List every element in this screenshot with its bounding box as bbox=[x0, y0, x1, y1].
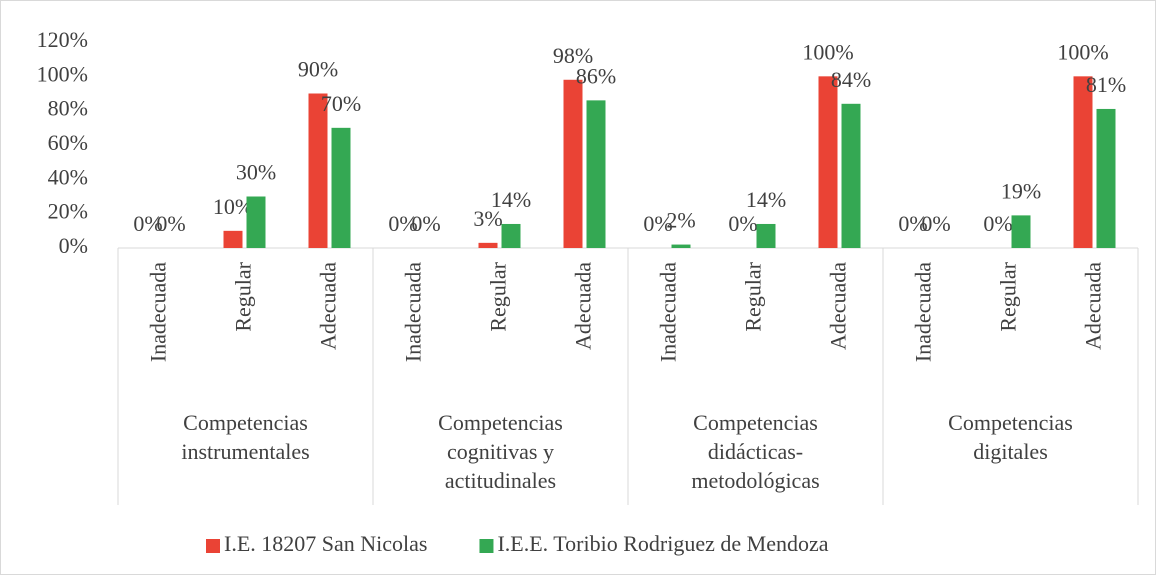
x-tick-label: Adecuada bbox=[826, 262, 851, 350]
bar bbox=[501, 223, 521, 248]
bar bbox=[586, 100, 606, 248]
data-label: 0% bbox=[388, 211, 417, 236]
legend-swatch bbox=[206, 539, 220, 553]
data-label: 98% bbox=[553, 43, 593, 68]
data-label: 0% bbox=[643, 211, 672, 236]
data-label: 0% bbox=[898, 211, 927, 236]
data-label: 14% bbox=[491, 187, 531, 212]
bar bbox=[756, 223, 776, 248]
y-tick-label: 0% bbox=[59, 233, 88, 258]
data-label: 86% bbox=[576, 63, 616, 88]
x-tick-label: Adecuada bbox=[1081, 262, 1106, 350]
data-label: 0% bbox=[921, 211, 950, 236]
bar bbox=[246, 196, 266, 248]
data-label: 14% bbox=[746, 187, 786, 212]
bar bbox=[1073, 76, 1093, 248]
bar bbox=[818, 76, 838, 248]
bar bbox=[478, 242, 498, 248]
group-label: Competencias digitales bbox=[948, 410, 1073, 464]
bar bbox=[841, 103, 861, 248]
group-label: Competencias cognitivas y actitudinales bbox=[438, 410, 563, 493]
legend-swatch bbox=[479, 539, 494, 553]
data-label: 0% bbox=[983, 211, 1012, 236]
data-label: 0% bbox=[728, 211, 757, 236]
x-tick-label: Regular bbox=[231, 261, 256, 331]
x-tick-label: Inadecuada bbox=[911, 262, 936, 362]
bar bbox=[1011, 215, 1031, 248]
bar bbox=[308, 93, 328, 248]
y-tick-label: 120% bbox=[37, 27, 88, 52]
legend-label: I.E.E. Toribio Rodriguez de Mendoza bbox=[497, 531, 828, 556]
y-tick-label: 40% bbox=[48, 164, 88, 189]
y-tick-label: 20% bbox=[48, 199, 88, 224]
y-tick-label: 60% bbox=[48, 130, 88, 155]
data-label: 100% bbox=[802, 39, 853, 64]
bar bbox=[223, 230, 243, 248]
data-label: 100% bbox=[1057, 39, 1108, 64]
group-label: Competencias didácticas-metodológicas bbox=[691, 410, 820, 493]
y-tick-label: 80% bbox=[48, 96, 88, 121]
data-label: 0% bbox=[156, 211, 185, 236]
y-tick-label: 100% bbox=[37, 61, 88, 86]
x-tick-label: Inadecuada bbox=[656, 262, 681, 362]
x-tick-label: Regular bbox=[996, 261, 1021, 331]
bar bbox=[563, 79, 583, 249]
data-label: 0% bbox=[411, 211, 440, 236]
group-label: Competencias instrumentales bbox=[181, 410, 310, 464]
x-tick-label: Regular bbox=[486, 261, 511, 331]
data-label: 3% bbox=[473, 206, 502, 231]
x-tick-label: Inadecuada bbox=[146, 262, 171, 362]
data-label: 84% bbox=[831, 67, 871, 92]
x-tick-label: Regular bbox=[741, 261, 766, 331]
data-label: 81% bbox=[1086, 72, 1126, 97]
bar bbox=[331, 127, 351, 248]
bar bbox=[671, 244, 691, 248]
legend-label: I.E. 18207 San Nicolas bbox=[224, 531, 427, 556]
data-label: 10% bbox=[213, 194, 253, 219]
x-tick-label: Adecuada bbox=[316, 262, 341, 350]
data-label: 70% bbox=[321, 91, 361, 116]
x-tick-label: Inadecuada bbox=[401, 262, 426, 362]
bar bbox=[1096, 108, 1116, 248]
data-label: 90% bbox=[298, 57, 338, 82]
data-label: 2% bbox=[666, 208, 695, 233]
data-label: 19% bbox=[1001, 178, 1041, 203]
data-label: 0% bbox=[133, 211, 162, 236]
x-tick-label: Adecuada bbox=[571, 262, 596, 350]
data-label: 30% bbox=[236, 160, 276, 185]
